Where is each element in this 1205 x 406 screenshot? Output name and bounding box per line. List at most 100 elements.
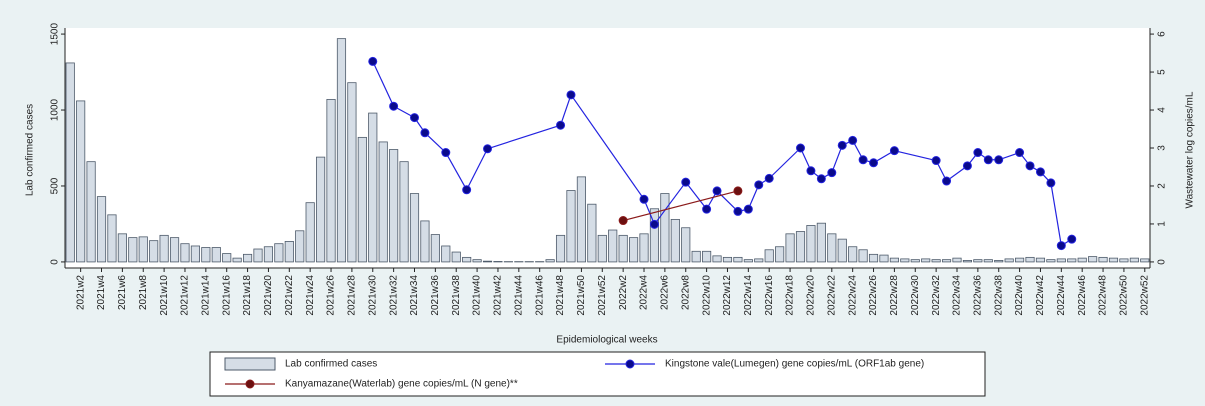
- point: [639, 194, 649, 204]
- bar: [931, 259, 941, 263]
- y2-axis-title: Wastewater log copies/mL: [1185, 91, 1196, 208]
- point: [1035, 167, 1045, 177]
- bar: [879, 254, 889, 263]
- point: [483, 144, 493, 154]
- x-tick-label: 2021w6: [117, 275, 128, 310]
- legend: [209, 351, 986, 397]
- bar: [347, 82, 357, 263]
- x-tick-label: 2021w18: [242, 275, 253, 316]
- bar: [587, 203, 597, 263]
- bar: [785, 233, 795, 263]
- y-tick-label: 500: [50, 177, 61, 194]
- bar: [482, 260, 493, 263]
- x-tick-label: 2022w24: [847, 275, 858, 316]
- point: [837, 140, 847, 150]
- bar: [368, 112, 378, 263]
- legend-marker: [245, 379, 255, 389]
- x-tick-label: 2022w2: [618, 275, 629, 310]
- bar: [409, 193, 420, 263]
- point: [462, 185, 472, 195]
- bar: [1140, 258, 1150, 263]
- point: [1046, 178, 1056, 188]
- bar: [1056, 258, 1066, 263]
- line-segment: [653, 181, 687, 225]
- bar: [952, 257, 962, 263]
- point: [827, 168, 837, 178]
- x-tick-label: 2022w50: [1119, 275, 1130, 316]
- line-segment: [894, 150, 937, 162]
- point: [796, 143, 806, 153]
- x-tick-label: 2021w16: [221, 275, 232, 316]
- bar: [295, 230, 305, 263]
- bar: [629, 237, 639, 263]
- bar: [420, 220, 430, 263]
- y-tick-label: 0: [50, 259, 61, 265]
- x-tick-label: 2022w12: [722, 275, 733, 316]
- bar: [1119, 258, 1129, 263]
- bar: [775, 246, 785, 263]
- bar: [1004, 258, 1014, 263]
- point: [743, 204, 753, 214]
- x-tick-label: 2022w32: [931, 275, 942, 316]
- point: [649, 219, 659, 229]
- x-tick-label: 2022w52: [1139, 275, 1150, 316]
- line-segment: [559, 94, 572, 126]
- bar: [649, 208, 660, 263]
- bar: [1067, 258, 1077, 263]
- bar: [190, 245, 200, 263]
- bar: [1015, 257, 1025, 263]
- bar: [795, 231, 806, 263]
- x-tick-label: 2022w20: [806, 275, 817, 316]
- point: [566, 90, 576, 100]
- bar: [555, 234, 566, 263]
- bar: [399, 161, 409, 263]
- bar: [1035, 257, 1046, 263]
- bar: [274, 243, 284, 263]
- x-tick-label: 2021w50: [576, 275, 587, 316]
- x-tick-label: 2022w28: [889, 275, 900, 316]
- point: [858, 155, 868, 165]
- point: [420, 128, 430, 138]
- line-segment: [372, 61, 395, 107]
- legend-marker: [625, 359, 635, 369]
- x-tick-label: 2021w38: [451, 275, 462, 316]
- x-tick-label: 2022w8: [680, 275, 691, 310]
- point: [702, 204, 712, 214]
- bar: [962, 260, 973, 263]
- bar: [1046, 259, 1056, 263]
- bar: [211, 247, 221, 263]
- y-tick-label: 1000: [50, 98, 61, 121]
- line-segment: [424, 132, 447, 153]
- bar: [743, 259, 753, 263]
- bar: [837, 238, 847, 263]
- x-tick-label: 2021w44: [513, 275, 524, 316]
- point: [556, 120, 566, 130]
- line-segment: [768, 147, 801, 179]
- bar: [357, 136, 367, 263]
- x-tick-label: 2022w6: [660, 275, 671, 310]
- bar: [169, 237, 180, 263]
- point: [869, 158, 879, 168]
- x-tick-label: 2021w48: [555, 275, 566, 316]
- y-tick-label: 1500: [50, 23, 61, 46]
- bar: [806, 225, 816, 263]
- bar: [96, 196, 107, 263]
- line-segment: [1050, 182, 1062, 246]
- point: [764, 173, 774, 183]
- bar: [128, 237, 138, 263]
- bar: [1088, 256, 1098, 263]
- bar: [764, 249, 774, 263]
- x-tick-label: 2022w16: [764, 275, 775, 316]
- bar: [900, 258, 910, 263]
- bar: [1077, 257, 1087, 263]
- line-segment: [622, 190, 739, 222]
- bar: [722, 256, 733, 263]
- bar: [326, 98, 336, 263]
- y2-tick-label: 3: [1157, 145, 1168, 151]
- point: [931, 156, 941, 166]
- x-tick-label: 2021w10: [159, 275, 170, 316]
- bar: [827, 233, 837, 263]
- line-segment: [487, 124, 561, 150]
- line-segment: [831, 145, 843, 173]
- bar: [1108, 257, 1119, 263]
